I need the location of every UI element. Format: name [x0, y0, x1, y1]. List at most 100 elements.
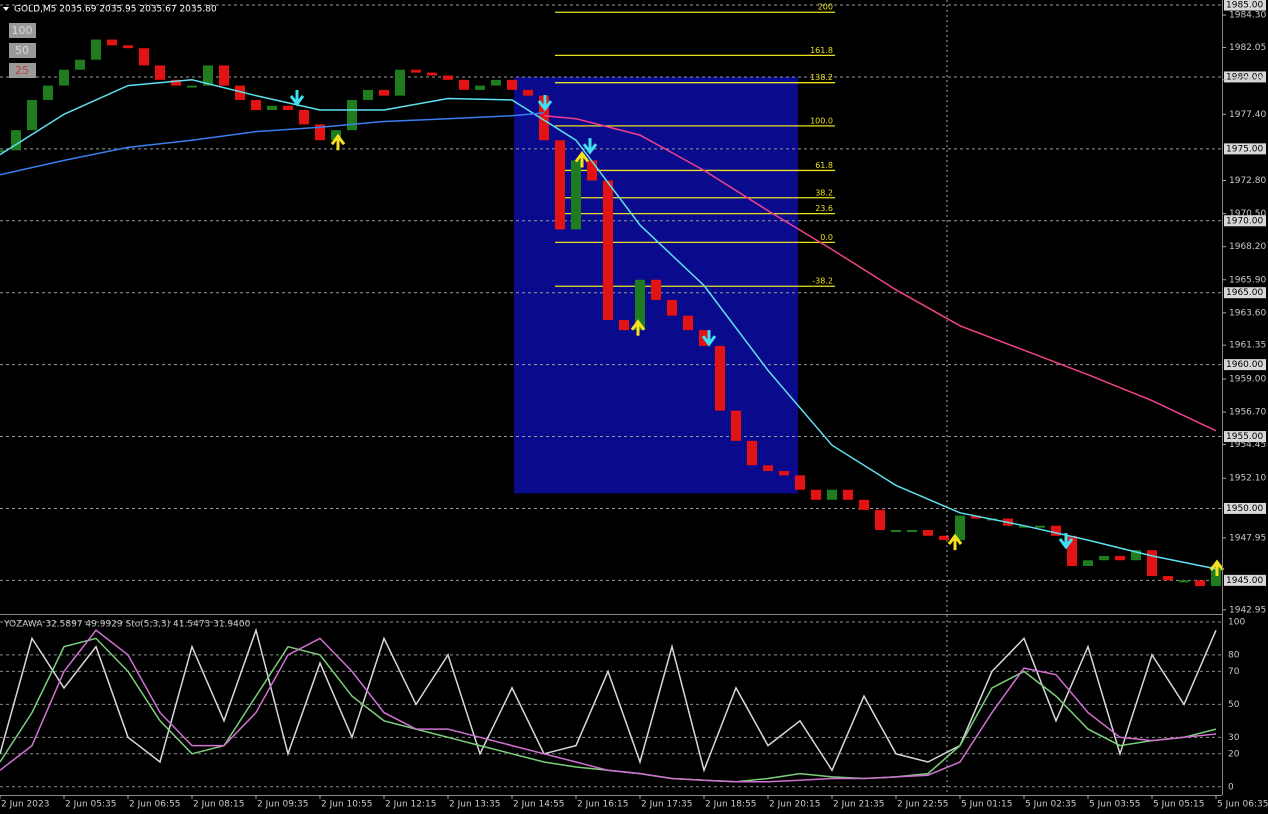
level-label-bg [1224, 215, 1266, 227]
y-tick-label: 0 [1228, 782, 1234, 792]
candle [443, 75, 453, 80]
buy-signal [574, 150, 590, 168]
fib-label: 38.2 [815, 188, 833, 197]
oscillator-panel: 100 80 70 50 30 20 0 [0, 617, 1245, 792]
candle [731, 410, 741, 441]
button-label[interactable]: 100 [12, 24, 33, 37]
series-line [543, 115, 1217, 432]
candle [91, 39, 101, 60]
candle [875, 509, 885, 531]
candle [715, 345, 725, 411]
x-tick-label: 2 Jun 18:55 [705, 800, 756, 810]
button-bg[interactable] [9, 23, 36, 38]
y-tick-label: 1972.80 [1229, 176, 1266, 186]
candle [955, 515, 965, 541]
fib-label: 61.8 [815, 161, 833, 170]
fib-label: 23.6 [815, 204, 833, 213]
sell-signal [537, 94, 553, 112]
x-tick-label: 5 Jun 03:55 [1089, 800, 1140, 810]
x-tick-label: 2 Jun 20:15 [769, 800, 820, 810]
candle [795, 475, 805, 490]
candle [107, 39, 117, 46]
candle [283, 105, 293, 111]
x-tick-label: 2 Jun 16:15 [577, 800, 628, 810]
y-tick-label: 1977.40 [1229, 110, 1266, 120]
candle [347, 99, 357, 131]
button-label[interactable]: 50 [15, 44, 29, 57]
y-tick-label: 100 [1228, 617, 1245, 627]
candle [171, 79, 181, 86]
series-line [0, 112, 545, 176]
candle [475, 85, 485, 90]
sell-signal [582, 138, 598, 155]
candle [843, 489, 853, 500]
fib-label: 100.0 [810, 116, 833, 125]
zoom-button[interactable]: 25 [9, 63, 36, 78]
fib-label: 200 [818, 3, 833, 12]
y-tick-label: 70 [1228, 667, 1240, 677]
candle [1131, 550, 1141, 561]
x-tick-label: 2 Jun 06:55 [129, 800, 180, 810]
candle [555, 140, 565, 230]
button-label[interactable]: 25 [15, 64, 29, 77]
price-level-label: 1960.00 [1226, 360, 1263, 370]
x-tick-label: 2 Jun 22:55 [897, 800, 948, 810]
sell-signal [1058, 532, 1074, 550]
candle [219, 65, 229, 86]
x-tick-label: 2 Jun 21:35 [833, 800, 884, 810]
y-tick-label: 1961.35 [1229, 341, 1266, 351]
zoom-button[interactable]: 50 [9, 43, 36, 58]
candle [0, 150, 5, 153]
button-bg[interactable] [9, 43, 36, 58]
candle [491, 79, 501, 86]
candle [923, 530, 933, 536]
y-tick-label: 1963.60 [1229, 308, 1266, 318]
level-label-bg [1224, 431, 1266, 443]
level-label-bg [1224, 574, 1266, 586]
candle [459, 79, 469, 90]
candle [75, 59, 85, 70]
x-tick-label: 5 Jun 02:35 [1025, 800, 1076, 810]
candle [971, 515, 981, 519]
candle [299, 110, 309, 125]
candle [507, 79, 517, 90]
candle [859, 499, 869, 510]
y-tick-label: 30 [1228, 733, 1240, 743]
price-level-label: 1985.00 [1226, 1, 1263, 11]
x-tick-label: 2 Jun 14:55 [513, 800, 564, 810]
y-tick-label: 1968.20 [1229, 242, 1266, 252]
symbol-header: GOLD,M5 2035.69 2035.95 2035.67 2035.80 [14, 5, 217, 15]
buy-signal [330, 133, 346, 151]
y-tick-label: 1982.05 [1229, 43, 1266, 53]
level-label-bg [1224, 71, 1266, 83]
x-tick-label: 2 Jun 05:35 [65, 800, 116, 810]
candle [1147, 550, 1157, 577]
candle [43, 85, 53, 100]
candle [891, 530, 901, 533]
y-tick-label: 1959.00 [1229, 374, 1266, 384]
zoom-button[interactable]: 100 [9, 23, 36, 38]
y-tick-label: 1956.70 [1229, 408, 1266, 418]
candle [123, 45, 133, 49]
price-level-label: 1975.00 [1226, 144, 1263, 154]
candle [1115, 555, 1125, 561]
x-tick-label: 2 Jun 12:15 [385, 800, 436, 810]
oscillator-header: YOZAWA 32.5897 49.9929 Sto(5,3,3) 41.547… [3, 620, 251, 630]
x-tick-label: 2 Jun 17:35 [641, 800, 692, 810]
candle [1179, 580, 1189, 583]
x-tick-label: 5 Jun 01:15 [961, 800, 1012, 810]
x-tick-label: 2 Jun 13:35 [449, 800, 500, 810]
price-level-label: 1970.00 [1226, 216, 1263, 226]
fib-label: -38.2 [812, 277, 833, 286]
candle [427, 72, 437, 76]
price-level-label: 1980.00 [1226, 72, 1263, 82]
candle [571, 160, 581, 230]
x-tick-label: 2 Jun 2023 [1, 800, 49, 810]
candle [187, 85, 197, 88]
candle [651, 279, 661, 300]
candle [1035, 525, 1045, 528]
button-bg[interactable] [9, 63, 36, 78]
level-label-bg [1224, 502, 1266, 514]
candle [683, 315, 693, 331]
